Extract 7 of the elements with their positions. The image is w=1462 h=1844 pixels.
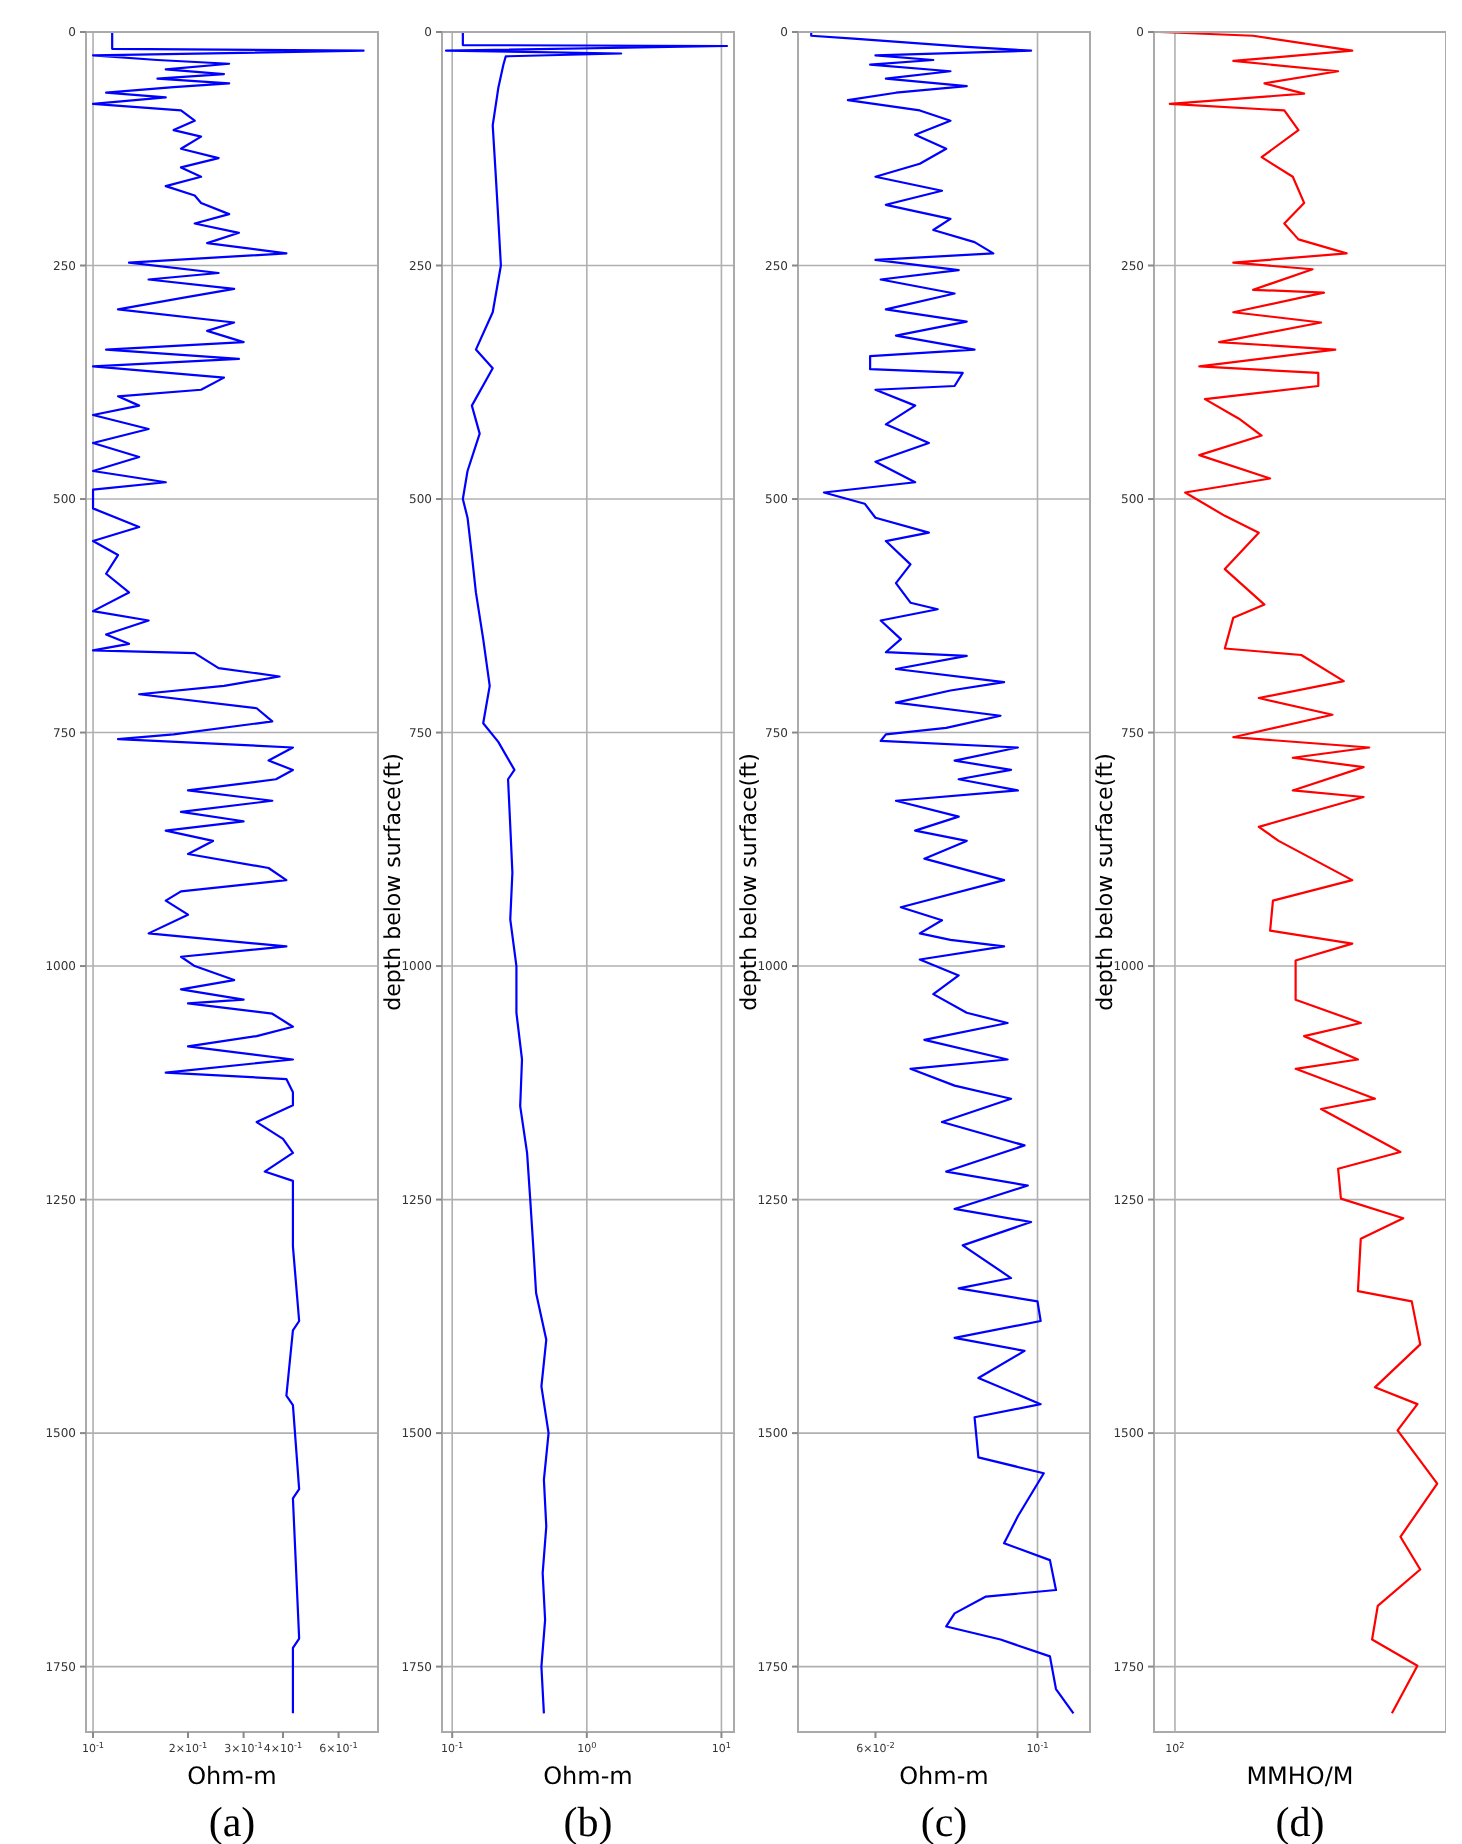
y-axis-title: depth below surface(ft) bbox=[1092, 753, 1118, 1011]
y-axis-title: depth below surface(ft) bbox=[736, 753, 762, 1011]
x-axis-title: Ohm-m bbox=[187, 1762, 277, 1790]
x-axis-title: MMHO/M bbox=[1246, 1762, 1354, 1790]
x-axis-title: Ohm-m bbox=[899, 1762, 989, 1790]
y-axis-title: depth below surface(ft) bbox=[380, 753, 406, 1011]
x-axis-title: Ohm-m bbox=[543, 1762, 633, 1790]
